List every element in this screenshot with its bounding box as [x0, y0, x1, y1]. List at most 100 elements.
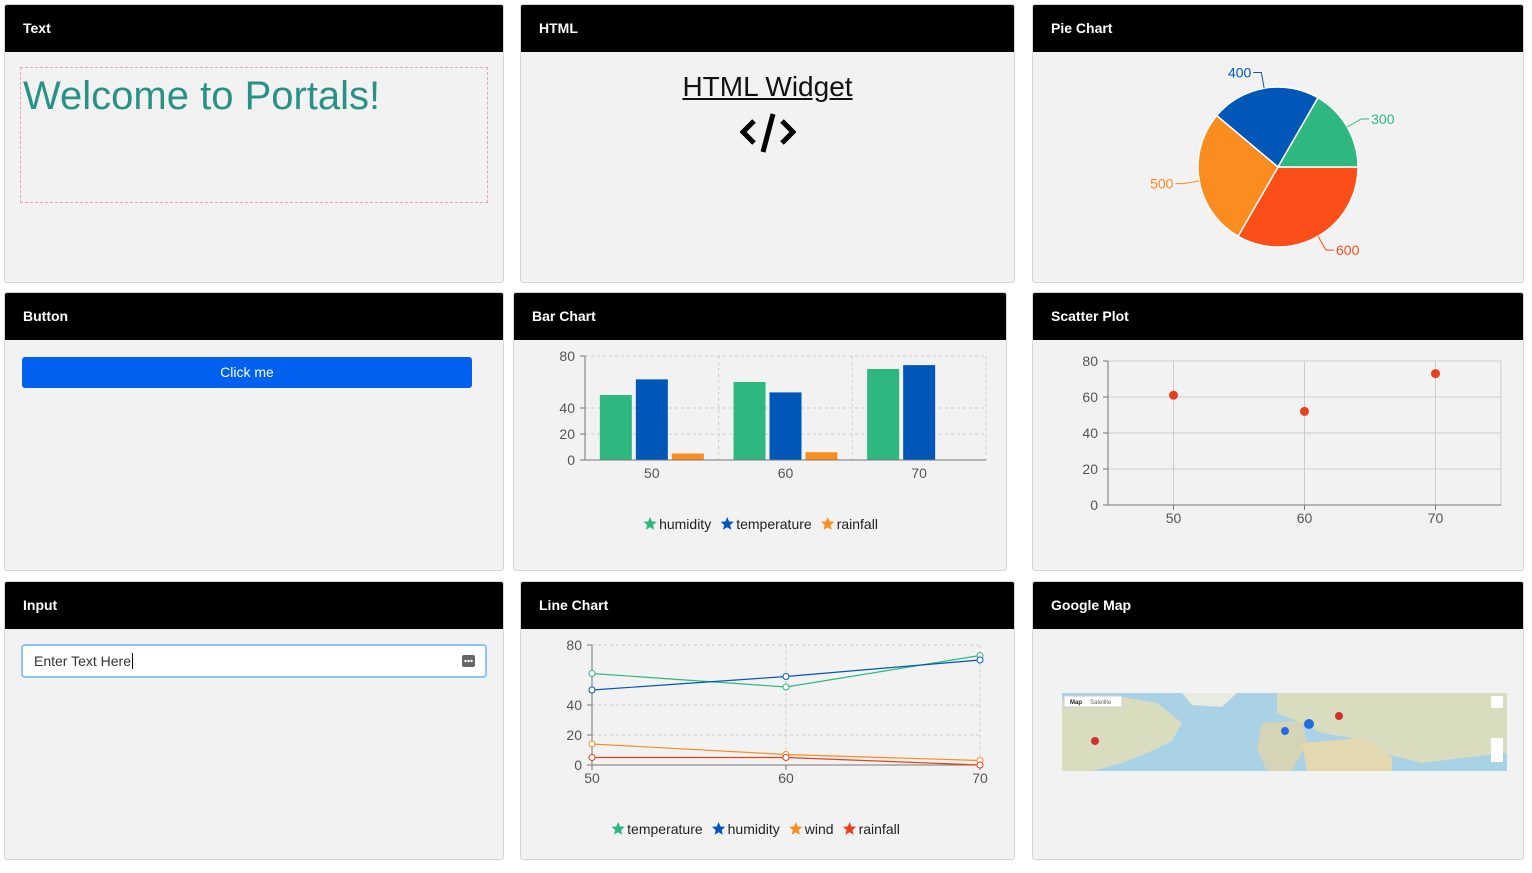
input-placeholder: Enter Text Here [34, 653, 134, 669]
panel-title: Google Map [1033, 582, 1523, 629]
pie-leader [1317, 236, 1334, 251]
y-tick-label: 40 [1082, 425, 1098, 441]
line-point [782, 683, 790, 691]
pie-label: 500 [1150, 176, 1174, 192]
x-tick-label: 70 [972, 770, 988, 786]
text-input[interactable]: Enter Text Here [21, 644, 487, 678]
y-tick-label: 40 [566, 697, 582, 713]
line-chart: 0 20 40 80 50 60 70 temperature humidity wind rain… [566, 637, 988, 837]
welcome-text: Welcome to Portals! [23, 74, 381, 118]
pie-chart: 600 500 400 300 [1150, 64, 1395, 258]
y-tick-label: 20 [559, 426, 575, 442]
scatter-chart: 0 20 40 60 80 50 60 70 [1082, 353, 1502, 526]
bar [635, 379, 668, 460]
x-tick-label: 50 [584, 770, 600, 786]
scatter-point [1431, 369, 1440, 379]
bar [805, 452, 838, 460]
legend-label: rainfall [837, 516, 878, 532]
pie-label: 400 [1228, 64, 1252, 80]
pie-leader [1175, 180, 1200, 185]
bar [867, 369, 900, 460]
x-tick-label: 60 [1297, 510, 1313, 526]
x-tick-label: 70 [911, 465, 927, 481]
y-tick-label: 20 [566, 727, 582, 743]
y-tick-label: 80 [566, 637, 582, 653]
text-box: Welcome to Portals! [20, 67, 488, 203]
legend-label: wind [804, 821, 834, 837]
pie-panel: Pie Chart 600 500 400 300 [1032, 4, 1524, 283]
scatter-point [1300, 406, 1309, 416]
legend-marker [842, 822, 857, 835]
y-tick-label: 0 [567, 452, 575, 468]
line-point [588, 740, 596, 748]
legend-marker [821, 517, 835, 530]
legend-label: temperature [736, 516, 812, 532]
y-tick-label: 80 [1082, 353, 1098, 369]
legend-label: temperature [627, 821, 703, 837]
line-point [588, 670, 596, 677]
pie-slice [1276, 96, 1359, 168]
legend-label: humidity [659, 516, 711, 532]
line-point [782, 754, 790, 761]
panel-title: Scatter Plot [1033, 293, 1523, 340]
map-panel: Google Map Map Satellite [1032, 581, 1524, 860]
legend: temperature humidity wind rainfall [611, 821, 900, 837]
legend-marker [789, 822, 803, 835]
code-icon [740, 113, 796, 153]
pie-slice [1215, 86, 1320, 169]
y-tick-label: 80 [559, 348, 575, 364]
line-point [588, 754, 596, 761]
pie-label: 300 [1371, 111, 1395, 127]
panel-title: Pie Chart [1033, 5, 1523, 52]
panel-title: Line Chart [521, 582, 1014, 629]
y-tick-label: 60 [1082, 389, 1098, 405]
bar [903, 365, 936, 460]
panel-title: HTML [521, 5, 1014, 52]
scatter-panel: Scatter Plot 0 20 40 60 80 50 60 70 [1032, 292, 1524, 571]
google-map[interactable]: Map Satellite [1062, 693, 1507, 771]
x-tick-label: 50 [1166, 510, 1182, 526]
line-point [782, 673, 790, 680]
click-button[interactable]: Click me [22, 357, 472, 388]
legend: humidity temperature rainfall [643, 516, 878, 532]
y-tick-label: 0 [1090, 497, 1098, 513]
pie-label: 600 [1336, 242, 1360, 258]
scatter-point [1169, 390, 1178, 400]
legend-marker [611, 822, 625, 835]
panel-title: Input [5, 582, 503, 629]
line-point [588, 686, 596, 694]
bar [599, 395, 632, 460]
bar [671, 453, 704, 460]
bar [769, 392, 802, 460]
legend-marker [643, 517, 657, 530]
bar [733, 382, 766, 460]
button-panel: Button Click me [4, 292, 504, 571]
map-tab[interactable]: Satellite [1090, 700, 1112, 706]
legend-marker [720, 517, 734, 530]
x-tick-label: 50 [644, 465, 660, 481]
panel-title: Text [5, 5, 503, 52]
x-tick-label: 60 [778, 465, 794, 481]
pie-leader [1253, 71, 1265, 89]
y-tick-label: 0 [574, 757, 582, 773]
bar-panel: Bar Chart 0 20 40 80 50 60 70 humidity temperatu… [513, 292, 1007, 571]
x-tick-label: 70 [1428, 510, 1444, 526]
bar-chart: 0 20 40 80 50 60 70 humidity temperature rainfall [559, 348, 987, 532]
map-tab[interactable]: Map [1070, 700, 1082, 706]
x-tick-label: 60 [778, 770, 794, 786]
pie-slice [1197, 114, 1279, 238]
y-tick-label: 20 [1082, 461, 1098, 477]
pie-leader [1347, 118, 1370, 128]
input-panel: Input Enter Text Here [4, 581, 504, 860]
pie-slice [1236, 166, 1359, 248]
legend-label: rainfall [859, 821, 900, 837]
line-point [976, 761, 984, 769]
legend-marker [711, 822, 726, 835]
y-tick-label: 40 [559, 400, 575, 416]
html-panel: HTML HTML Widget [520, 4, 1015, 283]
panel-title: Bar Chart [514, 293, 1006, 340]
line-panel: Line Chart 0 20 40 80 50 60 70 temperature humid… [520, 581, 1015, 860]
line-point [976, 656, 984, 664]
html-heading: HTML Widget [682, 71, 853, 102]
